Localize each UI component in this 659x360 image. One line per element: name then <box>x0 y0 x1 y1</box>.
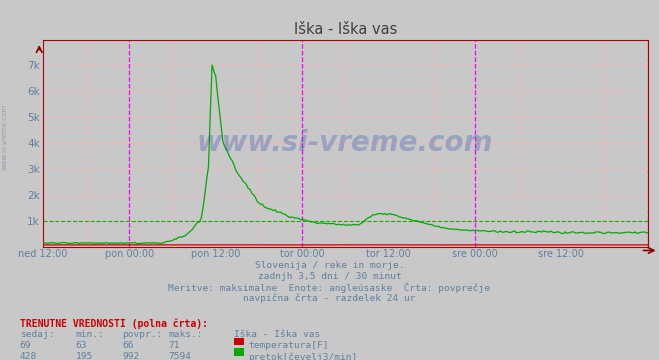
Text: www.si-vreme.com: www.si-vreme.com <box>2 104 8 170</box>
Text: sedaj:: sedaj: <box>20 330 54 339</box>
Text: Slovenija / reke in morje.: Slovenija / reke in morje. <box>255 261 404 270</box>
Text: Meritve: maksimalne  Enote: angleúsaske  Črta: povprečje: Meritve: maksimalne Enote: angleúsaske Č… <box>169 283 490 293</box>
Text: 69: 69 <box>20 341 31 350</box>
Text: pretok[čevelj3/min]: pretok[čevelj3/min] <box>248 352 358 360</box>
Text: maks.:: maks.: <box>168 330 202 339</box>
Text: www.si-vreme.com: www.si-vreme.com <box>197 129 494 157</box>
Text: 63: 63 <box>76 341 87 350</box>
Text: 71: 71 <box>168 341 179 350</box>
Text: navpična črta - razdelek 24 ur: navpična črta - razdelek 24 ur <box>243 293 416 303</box>
Text: 428: 428 <box>20 352 37 360</box>
Text: zadnjh 3,5 dni / 30 minut: zadnjh 3,5 dni / 30 minut <box>258 272 401 281</box>
Text: Iška - Iška vas: Iška - Iška vas <box>234 330 320 339</box>
Text: 66: 66 <box>122 341 133 350</box>
Title: Iška - Iška vas: Iška - Iška vas <box>294 22 397 37</box>
Text: temperatura[F]: temperatura[F] <box>248 341 329 350</box>
Text: min.:: min.: <box>76 330 105 339</box>
Text: 7594: 7594 <box>168 352 191 360</box>
Text: 195: 195 <box>76 352 93 360</box>
Text: TRENUTNE VREDNOSTI (polna črta):: TRENUTNE VREDNOSTI (polna črta): <box>20 319 208 329</box>
Text: povpr.:: povpr.: <box>122 330 162 339</box>
Text: 992: 992 <box>122 352 139 360</box>
